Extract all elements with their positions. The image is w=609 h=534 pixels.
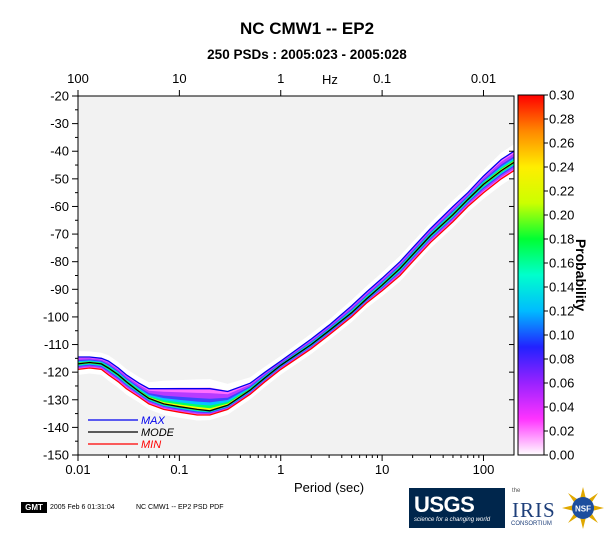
colorbar-tick-label: 0.10: [549, 328, 574, 343]
top-tick-label: 1: [277, 71, 284, 86]
nsf-logo-text: NSF: [575, 505, 591, 514]
legend-min-label: MIN: [141, 439, 161, 451]
y-tick-label: -150: [43, 448, 69, 463]
colorbar-tick-label: 0.06: [549, 376, 574, 391]
top-axis-unit-label: Hz: [322, 72, 338, 87]
iris-logo: the IRIS CONSORTIUM: [509, 486, 559, 530]
y-tick-label: -140: [43, 420, 69, 435]
colorbar-tick-label: 0.20: [549, 208, 574, 223]
colorbar-tick-label: 0.26: [549, 136, 574, 151]
y-tick-label: -90: [50, 282, 69, 297]
colorbar-ticks: 0.00 0.02 0.04 0.06 0.08 0.10 0.12 0.14 0.16 0.18…: [544, 88, 574, 463]
colorbar-tick-label: 0.24: [549, 160, 574, 175]
y-axis: -20 -30 -40 -50 -60 -70 -80 -90 -100 -110 -120 -130…: [43, 89, 514, 463]
y-tick-label: -60: [50, 199, 69, 214]
nsf-logo: NSF: [562, 487, 604, 529]
x-tick-label: 0.1: [170, 462, 188, 477]
legend-max-label: MAX: [141, 415, 166, 427]
iris-logo-the: the: [512, 488, 521, 494]
colorbar-tick-label: 0.22: [549, 184, 574, 199]
colorbar-tick-label: 0.00: [549, 448, 574, 463]
y-tick-label: -50: [50, 171, 69, 186]
x-axis-label: Period (sec): [294, 480, 364, 495]
colorbar-label: Probability: [573, 239, 589, 312]
y-tick-label: -20: [50, 89, 69, 104]
usgs-logo-mark: USGS: [414, 492, 475, 517]
y-tick-label: -110: [44, 337, 69, 352]
usgs-logo-tagline: science for a changing world: [414, 517, 491, 523]
gmt-badge: GMT: [21, 502, 47, 513]
y-tick-label: -130: [43, 392, 69, 407]
x-tick-label: 10: [375, 462, 389, 477]
iris-logo-consortium: CONSORTIUM: [511, 521, 552, 527]
y-tick-label: -100: [43, 309, 69, 324]
colorbar-tick-label: 0.08: [549, 352, 574, 367]
colorbar-tick-label: 0.30: [549, 88, 574, 103]
frequency-axis: 100 10 1 0.1 0.01: [67, 71, 496, 96]
legend-mode-label: MODE: [141, 427, 175, 439]
legend: MAX MODE MIN: [88, 415, 175, 451]
top-tick-label: 100: [67, 71, 89, 86]
series-line-mode: [77, 161, 515, 412]
nsf-logo-globe: [572, 497, 594, 519]
colorbar-tick-label: 0.04: [549, 400, 574, 415]
y-tick-label: -120: [43, 365, 69, 380]
series-layer: [77, 150, 515, 416]
colorbar-tick-label: 0.16: [549, 256, 574, 271]
iris-logo-word: IRIS: [512, 498, 556, 522]
footer-timestamp: 2005 Feb 6 01:31:04: [50, 504, 115, 511]
series-line-max: [78, 150, 515, 393]
chart-subtitle: 250 PSDs : 2005:023 - 2005:028: [207, 47, 407, 62]
usgs-logo: USGS science for a changing world: [409, 488, 505, 528]
colorbar-tick-label: 0.02: [549, 424, 574, 439]
y-tick-label: -30: [50, 116, 69, 131]
y-tick-label: -40: [50, 144, 69, 159]
y-tick-label: -80: [50, 254, 69, 269]
series-line-min: [77, 170, 515, 416]
colorbar-tick-label: 0.12: [549, 304, 574, 319]
top-tick-label: 0.1: [373, 71, 391, 86]
colorbar-tick-label: 0.28: [549, 112, 574, 127]
top-tick-label: 10: [172, 71, 186, 86]
y-tick-label: -70: [50, 227, 69, 242]
chart-title: NC CMW1 -- EP2: [240, 19, 374, 38]
footer-caption: NC CMW1 -- EP2 PSD PDF: [136, 504, 224, 511]
x-tick-label: 100: [473, 462, 495, 477]
colorbar-tick-label: 0.14: [549, 280, 574, 295]
x-tick-label: 1: [277, 462, 284, 477]
x-axis: 0.01 0.1 1 10 100: [65, 455, 494, 477]
top-tick-label: 0.01: [471, 71, 496, 86]
colorbar-tick-label: 0.18: [549, 232, 574, 247]
nsf-logo-rays: [562, 487, 604, 529]
x-tick-label: 0.01: [65, 462, 90, 477]
colorbar: [517, 94, 545, 456]
